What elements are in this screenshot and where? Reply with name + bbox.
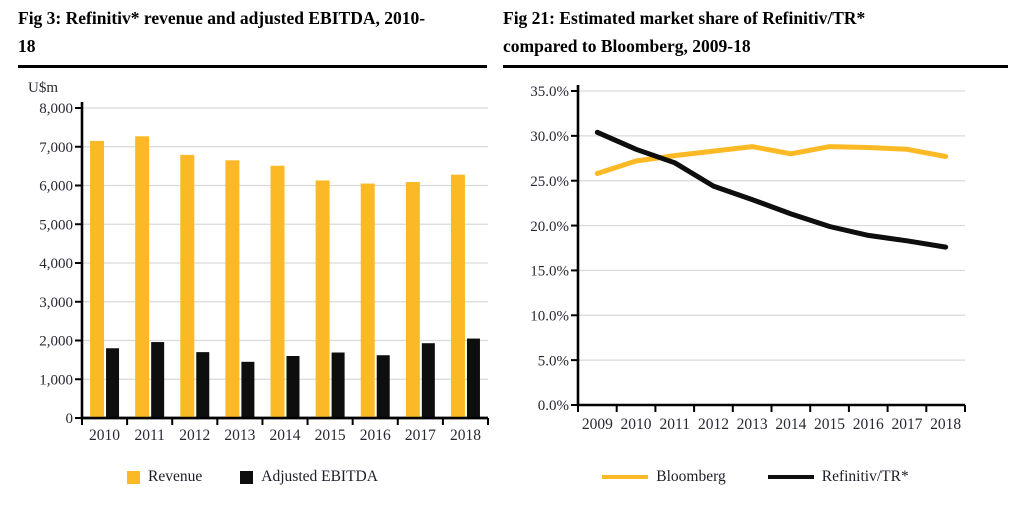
panel-revenue-ebitda: Fig 3: Refinitiv* revenue and adjusted E… [18, 4, 487, 68]
bar-adjusted-ebitda-2013 [241, 361, 255, 418]
y-tick-label: 3,000 [39, 295, 73, 311]
y-axis-tick-labels: 0 1,000 2,000 3,000 4,000 5,000 6,000 7,000 8,00… [39, 101, 73, 427]
x-tick-label: 2017 [405, 427, 436, 444]
y-tick-label: 0.0% [538, 398, 569, 414]
y-tick-label: 5,000 [39, 217, 73, 233]
gridlines [82, 107, 488, 380]
y-tick-label: 8,000 [39, 101, 73, 117]
y-axis-unit-label: U$m [28, 80, 58, 96]
bar-adjusted-ebitda-2016 [376, 355, 390, 418]
left-chart-title: Fig 3: Refinitiv* revenue and adjusted E… [18, 4, 487, 68]
x-tick-label: 2013 [737, 416, 768, 433]
y-tick-label: 1,000 [39, 372, 73, 388]
legend-square-swatch-adjusted-ebitda [240, 470, 254, 484]
x-tick-label: 2010 [89, 427, 120, 444]
x-tick-label: 2013 [224, 427, 255, 444]
legend-line-swatch-refinitiv-tr [767, 474, 814, 480]
x-tick-label: 2011 [660, 416, 690, 433]
bar-adjusted-ebitda-2015 [331, 352, 345, 418]
left-chart-title-line1: Fig 3: Refinitiv* revenue and adjusted E… [18, 8, 426, 28]
bar-adjusted-ebitda-2014 [286, 356, 300, 418]
line-series [594, 129, 949, 250]
x-tick-label: 2011 [134, 427, 164, 444]
right-chart-title-line1: Fig 21: Estimated market share of Refini… [503, 8, 866, 28]
bar-revenue-2015 [315, 180, 330, 418]
legend-item-adjusted-ebitda: Adjusted EBITDA [240, 468, 378, 486]
y-axis-tick-labels: 0.0% 5.0% 10.0% 15.0% 20.0% 25.0% 30.0% 35.0% [530, 84, 569, 414]
x-axis-tick-labels: 2009 2010 2011 2012 2013 2014 2015 2016 2017 2018 [582, 416, 962, 433]
bar-adjusted-ebitda-2010 [106, 348, 120, 418]
x-axis-tick-labels: 2010 2011 2012 2013 2014 2015 2016 2017 2018 [89, 427, 481, 444]
bar-revenue-2012 [180, 154, 195, 418]
y-tick-label: 15.0% [530, 264, 569, 280]
y-tick-label: 5.0% [538, 353, 569, 369]
bar-revenue-2010 [90, 140, 105, 418]
market-share-line-chart: 0.0% 5.0% 10.0% 15.0% 20.0% 25.0% 30.0% 35.0% 20… [530, 84, 966, 433]
bar-revenue-2017 [405, 182, 420, 418]
panel-market-share: Fig 21: Estimated market share of Refini… [503, 4, 1008, 68]
y-tick-label: 30.0% [530, 129, 569, 145]
x-tick-label: 2014 [775, 416, 806, 433]
right-chart-title: Fig 21: Estimated market share of Refini… [503, 4, 1008, 68]
gridlines [578, 90, 965, 361]
legend-label: Adjusted EBITDA [261, 468, 378, 485]
y-tick-label: 0 [66, 411, 74, 427]
x-tick-label: 2014 [270, 427, 301, 444]
legend-label: Revenue [148, 468, 203, 485]
legend-label: Bloomberg [656, 468, 726, 485]
axes [576, 85, 965, 407]
legend-line-swatch-bloomberg [602, 474, 649, 480]
legend-label: Refinitiv/TR* [821, 468, 909, 485]
y-tick-label: 25.0% [530, 174, 569, 190]
x-tick-label: 2009 [582, 416, 613, 433]
left-chart-title-line2: 18 [18, 36, 36, 56]
x-tick-label: 2012 [179, 427, 210, 444]
y-tick-label: 2,000 [39, 334, 73, 350]
x-tick-label: 2018 [930, 416, 961, 433]
x-tick-label: 2010 [621, 416, 652, 433]
x-tick-label: 2017 [891, 416, 922, 433]
x-tick-label: 2015 [315, 427, 346, 444]
legend-item-refinitiv-tr: Refinitiv/TR* [767, 468, 909, 486]
y-tick-label: 10.0% [530, 308, 569, 324]
x-tick-label: 2015 [814, 416, 845, 433]
bar-series [90, 136, 480, 418]
bar-adjusted-ebitda-2011 [151, 342, 165, 418]
y-tick-label: 35.0% [530, 84, 569, 100]
x-tick-label: 2012 [698, 416, 729, 433]
bar-revenue-2011 [135, 136, 150, 418]
series-revenue [90, 136, 465, 418]
bar-adjusted-ebitda-2012 [196, 352, 210, 418]
tick-marks [571, 90, 966, 412]
series-adjusted-ebitda [106, 338, 480, 418]
legend-square-swatch-revenue [127, 470, 141, 484]
x-tick-label: 2016 [853, 416, 884, 433]
y-tick-label: 20.0% [530, 219, 569, 235]
left-chart-legend: Revenue Adjusted EBITDA [18, 468, 487, 486]
y-tick-label: 6,000 [39, 179, 73, 195]
legend-item-revenue: Revenue [127, 468, 202, 486]
bar-adjusted-ebitda-2017 [421, 343, 435, 418]
bar-revenue-2018 [450, 174, 465, 418]
bar-revenue-2016 [360, 183, 375, 418]
x-tick-label: 2018 [450, 427, 481, 444]
right-chart-title-line2: compared to Bloomberg, 2009-18 [503, 36, 751, 56]
bar-revenue-2013 [225, 160, 240, 418]
y-tick-label: 4,000 [39, 256, 73, 272]
revenue-ebitda-bar-chart: 0 1,000 2,000 3,000 4,000 5,000 6,000 7,000 8,00… [39, 101, 489, 444]
bar-revenue-2014 [270, 165, 285, 418]
legend-item-bloomberg: Bloomberg [602, 468, 726, 486]
bar-adjusted-ebitda-2018 [466, 338, 480, 418]
x-tick-label: 2016 [360, 427, 391, 444]
line-refinitiv-tr [594, 129, 949, 250]
line-bloomberg [594, 144, 949, 176]
y-tick-label: 7,000 [39, 140, 73, 156]
right-chart-legend: Bloomberg Refinitiv/TR* [503, 468, 1008, 486]
